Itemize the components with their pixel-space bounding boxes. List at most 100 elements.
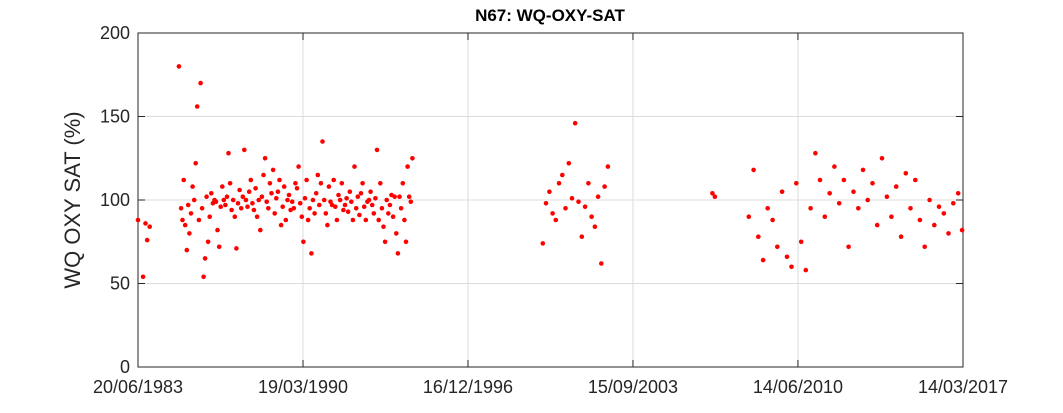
data-point xyxy=(363,217,369,223)
data-point xyxy=(224,194,230,199)
data-point xyxy=(908,206,913,211)
data-point xyxy=(193,161,198,166)
data-point xyxy=(789,264,794,270)
data-point xyxy=(592,224,598,229)
data-point xyxy=(582,204,588,209)
data-point xyxy=(361,204,367,209)
data-point xyxy=(746,214,752,219)
data-point xyxy=(756,234,761,239)
data-point xyxy=(376,217,382,223)
data-point xyxy=(760,257,766,263)
data-point xyxy=(579,234,585,239)
data-point xyxy=(194,104,200,109)
data-point xyxy=(347,189,353,194)
data-point xyxy=(369,202,375,208)
data-point xyxy=(813,150,818,156)
data-point xyxy=(310,197,316,203)
data-point xyxy=(951,201,956,206)
data-point xyxy=(187,231,192,236)
data-point xyxy=(309,251,314,256)
x-tick-label: 15/09/2003 xyxy=(588,377,678,397)
data-point xyxy=(317,202,322,208)
x-tick-label: 16/12/1996 xyxy=(423,377,513,397)
data-point xyxy=(386,211,391,216)
data-point xyxy=(213,199,219,204)
data-point xyxy=(381,224,386,229)
data-point xyxy=(182,222,188,228)
data-point xyxy=(199,206,205,211)
data-point xyxy=(242,147,247,153)
data-point xyxy=(270,167,276,173)
data-point xyxy=(313,191,319,196)
data-point xyxy=(229,207,234,213)
data-point xyxy=(307,206,313,211)
data-point xyxy=(400,181,406,186)
y-tick-label: 200 xyxy=(100,23,130,43)
data-point xyxy=(240,194,246,199)
data-point xyxy=(932,222,937,228)
data-point xyxy=(836,201,842,206)
grid-lines xyxy=(137,32,964,368)
data-point xyxy=(223,202,228,208)
data-point xyxy=(879,156,885,161)
data-point xyxy=(913,177,918,183)
data-point xyxy=(254,214,260,219)
data-point xyxy=(817,177,823,183)
data-point xyxy=(264,199,270,204)
data-point xyxy=(218,204,223,209)
data-point xyxy=(341,207,346,213)
data-point xyxy=(297,201,303,206)
data-point xyxy=(384,197,390,203)
data-point xyxy=(394,231,399,236)
data-point xyxy=(302,196,308,201)
data-point xyxy=(230,197,236,203)
data-point xyxy=(285,197,290,203)
y-tick-label: 0 xyxy=(120,357,130,377)
data-point xyxy=(832,164,837,169)
data-point xyxy=(794,181,799,186)
data-point xyxy=(406,194,412,199)
data-point xyxy=(283,217,289,223)
data-point xyxy=(556,181,562,186)
data-point xyxy=(294,186,300,191)
data-point xyxy=(374,147,380,153)
data-point xyxy=(227,181,233,186)
data-point xyxy=(710,191,715,196)
data-point xyxy=(397,194,402,199)
x-tick-label: 14/03/2017 xyxy=(918,377,1008,397)
data-point xyxy=(605,164,611,169)
y-tick-label: 150 xyxy=(100,107,130,127)
data-point xyxy=(181,177,186,183)
y-axis-label: WQ OXY SAT (%) xyxy=(60,111,85,288)
data-point xyxy=(784,254,790,260)
data-point xyxy=(870,181,875,186)
data-point xyxy=(922,244,927,250)
data-point xyxy=(371,211,377,216)
data-point xyxy=(398,206,404,211)
data-point xyxy=(779,189,785,194)
data-point xyxy=(238,206,244,211)
data-point xyxy=(226,150,231,156)
data-point xyxy=(318,181,324,186)
data-point xyxy=(188,211,194,216)
data-point xyxy=(403,239,409,245)
data-point xyxy=(576,199,581,204)
data-point xyxy=(884,194,890,199)
data-point xyxy=(337,197,343,203)
data-point xyxy=(216,244,222,250)
data-point xyxy=(315,172,321,178)
data-point xyxy=(178,206,184,211)
data-point xyxy=(277,177,282,183)
data-point xyxy=(325,222,330,228)
data-point xyxy=(266,206,271,211)
data-point xyxy=(326,184,332,189)
data-point xyxy=(355,194,361,199)
data-point xyxy=(589,214,594,219)
data-point xyxy=(846,244,851,250)
data-point xyxy=(378,181,383,186)
data-point xyxy=(334,217,340,223)
data-point xyxy=(323,211,329,216)
data-point xyxy=(301,239,306,245)
data-point xyxy=(321,197,327,203)
